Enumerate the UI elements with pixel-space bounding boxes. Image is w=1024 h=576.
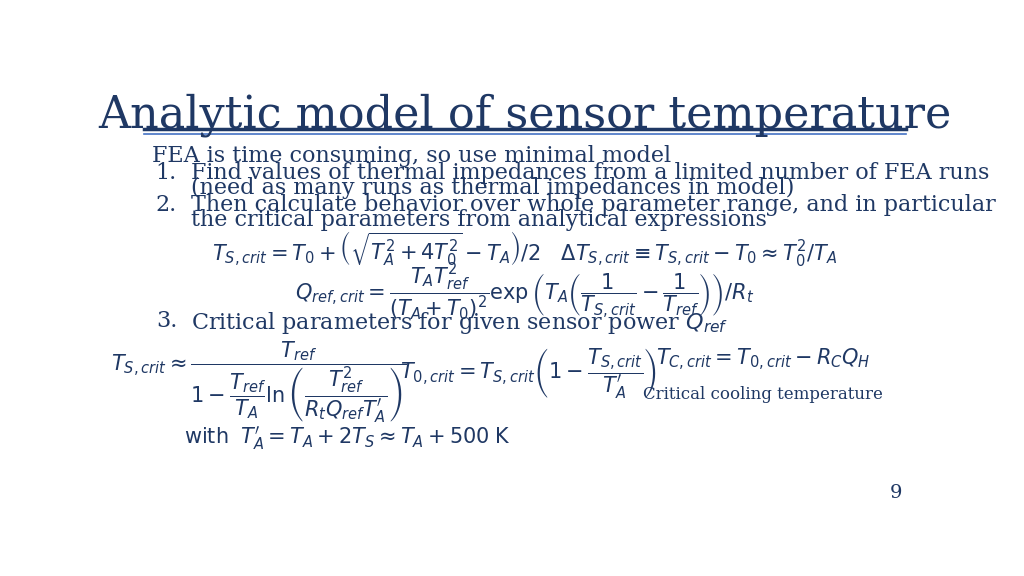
Text: $T_{S,crit} \approx \dfrac{T_{ref}}{1 - \dfrac{T_{ref}}{T_A} \ln\left( \dfrac{T_: $T_{S,crit} \approx \dfrac{T_{ref}}{1 - … bbox=[112, 340, 407, 425]
Text: $T_{0,crit} = T_{S,crit}\left( 1 - \dfrac{T_{S,crit}}{T_A^{\prime}} \right)$: $T_{0,crit} = T_{S,crit}\left( 1 - \dfra… bbox=[400, 346, 657, 401]
Text: FEA is time consuming, so use minimal model: FEA is time consuming, so use minimal mo… bbox=[152, 145, 671, 168]
Text: Critical parameters for given sensor power $Q_{ref}$: Critical parameters for given sensor pow… bbox=[191, 309, 729, 335]
Text: Then calculate behavior over whole parameter range, and in particular: Then calculate behavior over whole param… bbox=[191, 194, 996, 216]
Text: (need as many runs as thermal impedances in model): (need as many runs as thermal impedances… bbox=[191, 177, 795, 199]
Text: 1.: 1. bbox=[156, 162, 177, 184]
Text: the critical parameters from analytical expressions: the critical parameters from analytical … bbox=[191, 209, 767, 231]
Text: 9: 9 bbox=[889, 484, 902, 502]
Text: $Q_{ref,crit} = \dfrac{T_A T_{ref}^2}{(T_A+T_0)^2} \exp\left( T_A \left( \dfrac{: $Q_{ref,crit} = \dfrac{T_A T_{ref}^2}{(T… bbox=[295, 261, 755, 321]
Text: 3.: 3. bbox=[156, 309, 177, 332]
Text: $T_{S,crit} = T_0 + \left( \sqrt{T_A^2 + 4T_0^2} - T_A \right)/2 \quad \Delta T_: $T_{S,crit} = T_0 + \left( \sqrt{T_A^2 +… bbox=[212, 229, 838, 268]
Text: with $\; T_A^{\prime} = T_A + 2T_S \approx T_A + 500 \; \mathrm{K}$: with $\; T_A^{\prime} = T_A + 2T_S \appr… bbox=[183, 424, 510, 452]
Text: Find values of thermal impedances from a limited number of FEA runs: Find values of thermal impedances from a… bbox=[191, 162, 990, 184]
Text: 2.: 2. bbox=[156, 194, 177, 216]
Text: Analytic model of sensor temperature: Analytic model of sensor temperature bbox=[98, 93, 951, 137]
Text: $T_{C,crit} = T_{0,crit} - R_C Q_H$: $T_{C,crit} = T_{0,crit} - R_C Q_H$ bbox=[655, 346, 870, 373]
Text: Critical cooling temperature: Critical cooling temperature bbox=[643, 386, 883, 403]
